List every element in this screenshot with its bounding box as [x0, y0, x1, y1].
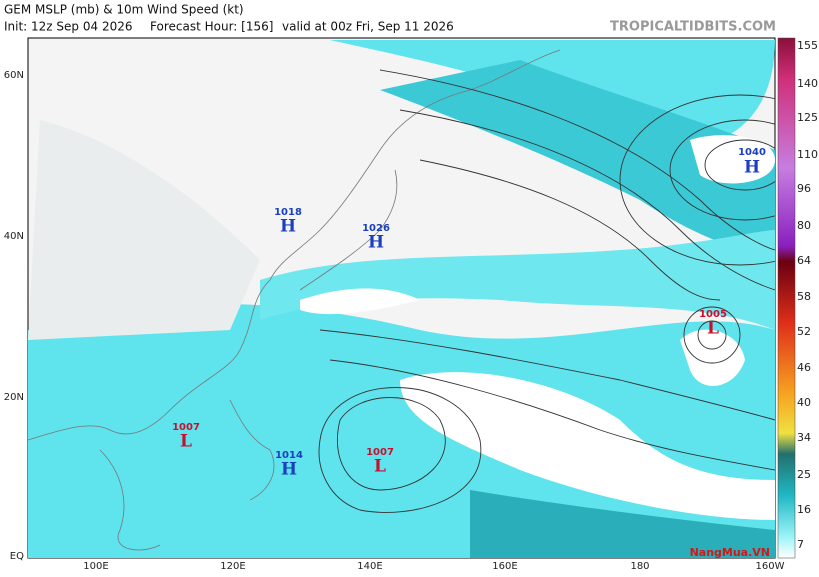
forecast-hour: Forecast Hour: [156] [150, 20, 273, 34]
colorbar-label: 16 [797, 503, 811, 516]
wind-field [28, 40, 775, 558]
center-type: H [368, 233, 384, 253]
center-type: L [180, 432, 192, 452]
colorbar-label: 7 [797, 538, 804, 551]
colorbar-label: 140 [797, 77, 818, 90]
colorbar-label: 25 [797, 468, 811, 481]
colorbar-label: 125 [797, 111, 818, 124]
valid-time: valid at 00z Fri, Sep 11 2026 [282, 20, 454, 34]
colorbar-label: 155 [797, 39, 818, 52]
lat-label: 20N [4, 392, 24, 403]
colorbar-label: 34 [797, 431, 811, 444]
colorbar-label: 110 [797, 148, 818, 161]
colorbar [777, 37, 796, 559]
colorbar-label: 46 [797, 361, 811, 374]
map: 60N 40N 20N EQ 100E 120E 140E 160E 180 1… [4, 37, 785, 572]
center-pressure: 1040 [738, 147, 766, 158]
isobars [318, 69, 775, 513]
center-pressure: 1005 [699, 309, 727, 320]
coastlines [28, 49, 561, 551]
center-type: L [707, 319, 719, 339]
lon-label: 140E [357, 561, 382, 572]
init-time: Init: 12z Sep 04 2026 [4, 20, 132, 34]
lon-label: 100E [83, 561, 108, 572]
colorbar-label: 96 [797, 182, 811, 195]
site-credit: TROPICALTIDBITS.COM [610, 20, 776, 35]
lon-label: 120E [220, 561, 245, 572]
colorbar-label: 80 [797, 219, 811, 232]
colorbar-label: 58 [797, 290, 811, 303]
center-type: H [281, 460, 297, 480]
pressure-centers: 1026 H 1018 H 1014 H 1007 L 1007 L 1005 … [172, 147, 766, 480]
title: GEM MSLP (mb) & 10m Wind Speed (kt) [4, 3, 244, 17]
center-pressure: 1018 [274, 207, 302, 218]
center-pressure: 1014 [275, 450, 303, 461]
center-type: H [280, 217, 296, 237]
colorbar-label: 52 [797, 325, 811, 338]
lon-label: 180 [630, 561, 649, 572]
center-type: H [744, 158, 760, 178]
colorbar-label: 40 [797, 396, 811, 409]
lat-label: 60N [4, 70, 24, 81]
colorbar-label: 64 [797, 254, 811, 267]
lat-label: 40N [4, 231, 24, 242]
watermark: NangMua.VN [690, 546, 770, 559]
center-pressure: 1007 [366, 447, 394, 458]
lon-label: 160W [756, 561, 785, 572]
lon-label: 160E [492, 561, 517, 572]
center-pressure: 1026 [362, 223, 390, 234]
lat-label: EQ [10, 551, 24, 562]
center-pressure: 1007 [172, 422, 200, 433]
center-type: L [374, 457, 386, 477]
colorbar-labels: 155 140 125 110 96 80 64 58 52 46 40 34 … [797, 39, 818, 551]
